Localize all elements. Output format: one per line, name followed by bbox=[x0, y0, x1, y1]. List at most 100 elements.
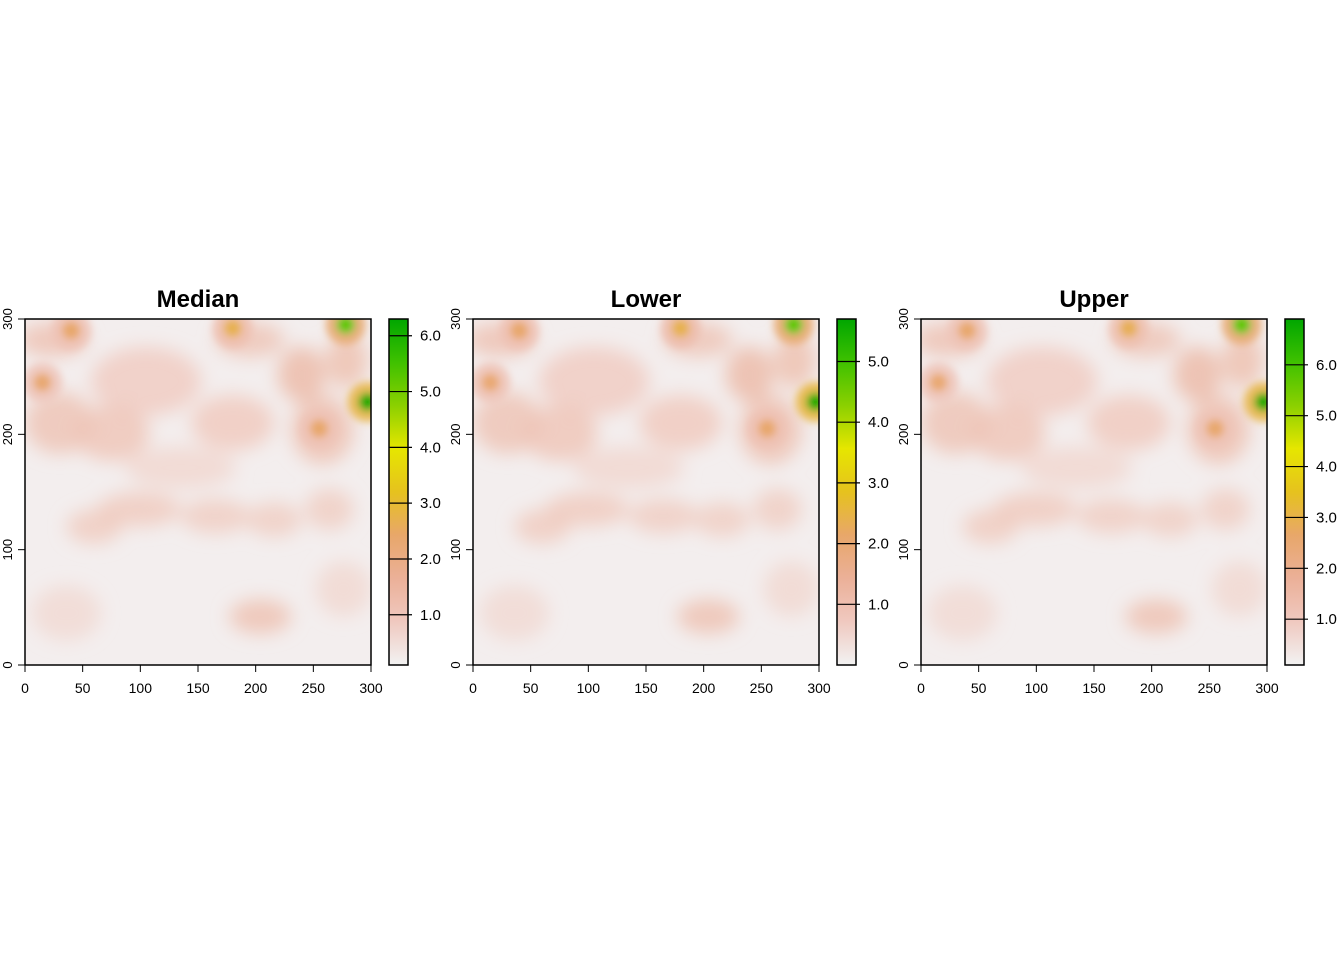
x-tick-label: 100 bbox=[577, 680, 601, 696]
colorbar-tick-label: 4.0 bbox=[868, 414, 889, 431]
colorbar-tick-label: 3.0 bbox=[1316, 509, 1337, 526]
raster-cell bbox=[986, 346, 1098, 416]
raster-cell bbox=[763, 561, 819, 617]
x-tick-label: 200 bbox=[244, 680, 268, 696]
hotspot bbox=[33, 373, 52, 392]
colorbar-tick-label: 2.0 bbox=[420, 551, 441, 568]
colorbar-tick-label: 3.0 bbox=[420, 495, 441, 512]
raster-cell bbox=[97, 492, 181, 527]
raster-cell bbox=[246, 502, 302, 537]
x-tick-label: 50 bbox=[971, 680, 987, 696]
panel-median: Median 0 50 100 150 200 250 300 0 100 200 300 1.0 2.… bbox=[0, 286, 441, 696]
hotspot bbox=[958, 321, 977, 340]
raster-cell bbox=[1201, 488, 1250, 531]
raster-image bbox=[473, 319, 819, 665]
hotspot bbox=[671, 319, 690, 338]
raster-cell bbox=[677, 599, 740, 634]
y-tick-label: 0 bbox=[448, 661, 463, 668]
raster-cell bbox=[479, 585, 550, 641]
colorbar-tick-label: 1.0 bbox=[1316, 611, 1337, 628]
raster-cell bbox=[191, 395, 275, 451]
y-tick-label: 100 bbox=[0, 539, 15, 561]
raster-cell bbox=[1076, 498, 1146, 534]
colorbar-tick-label: 6.0 bbox=[420, 328, 441, 345]
hotspot bbox=[758, 419, 777, 438]
y-tick-label: 200 bbox=[0, 423, 15, 445]
raster-cell bbox=[753, 488, 802, 531]
x-tick-label: 100 bbox=[1025, 680, 1049, 696]
raster-cell bbox=[315, 561, 371, 617]
raster-cell bbox=[545, 492, 629, 527]
raster-cell bbox=[725, 346, 775, 403]
x-tick-label: 150 bbox=[1082, 680, 1106, 696]
x-tick-label: 250 bbox=[1198, 680, 1222, 696]
panel-title: Lower bbox=[611, 286, 682, 313]
colorbar-tick-label: 1.0 bbox=[420, 607, 441, 624]
hotspot bbox=[223, 319, 242, 338]
raster-cell bbox=[1125, 599, 1188, 634]
x-tick-label: 250 bbox=[302, 680, 326, 696]
y-tick-label: 200 bbox=[448, 423, 463, 445]
raster-cell bbox=[73, 405, 150, 461]
y-tick-label: 300 bbox=[0, 308, 15, 330]
x-tick-label: 50 bbox=[75, 680, 91, 696]
raster-cell bbox=[229, 599, 292, 634]
raster-cell bbox=[538, 346, 650, 416]
hotspot bbox=[62, 321, 81, 340]
hotspot bbox=[929, 373, 948, 392]
raster-cell bbox=[1222, 332, 1264, 389]
raster-cell bbox=[180, 498, 250, 534]
y-tick-label: 100 bbox=[896, 539, 911, 561]
raster-cell bbox=[628, 498, 698, 534]
x-tick-label: 100 bbox=[129, 680, 153, 696]
raster-image bbox=[25, 319, 371, 665]
raster-cell bbox=[514, 509, 570, 544]
raster-cell bbox=[639, 395, 723, 451]
colorbar bbox=[388, 318, 409, 666]
hotspot bbox=[1206, 419, 1225, 438]
hotspot bbox=[481, 373, 500, 392]
colorbar bbox=[1284, 318, 1305, 666]
hotspot bbox=[310, 419, 329, 438]
raster-cell bbox=[694, 502, 750, 537]
colorbar-tick-label: 4.0 bbox=[420, 439, 441, 456]
x-tick-label: 300 bbox=[807, 680, 831, 696]
raster-cell bbox=[993, 492, 1077, 527]
x-tick-label: 300 bbox=[1255, 680, 1279, 696]
raster-cell bbox=[1142, 502, 1198, 537]
raster-cell bbox=[90, 346, 202, 416]
hotspot bbox=[806, 393, 819, 412]
colorbar-tick-label: 5.0 bbox=[1316, 408, 1337, 425]
raster-cell bbox=[31, 585, 102, 641]
x-tick-label: 0 bbox=[21, 680, 29, 696]
y-tick-label: 300 bbox=[448, 308, 463, 330]
colorbar-tick-label: 1.0 bbox=[868, 596, 889, 613]
colorbar-tick-label: 5.0 bbox=[420, 384, 441, 401]
hotspot bbox=[1254, 393, 1267, 412]
raster-image bbox=[921, 319, 1267, 665]
raster-cell bbox=[305, 488, 354, 531]
colorbar-tick-label: 2.0 bbox=[868, 536, 889, 553]
raster-cell bbox=[969, 405, 1046, 461]
raster-cell bbox=[277, 346, 327, 403]
raster-cell bbox=[774, 332, 816, 389]
y-tick-label: 100 bbox=[448, 539, 463, 561]
x-tick-label: 50 bbox=[523, 680, 539, 696]
x-tick-label: 300 bbox=[359, 680, 383, 696]
panel-title: Median bbox=[157, 286, 240, 313]
x-tick-label: 150 bbox=[186, 680, 210, 696]
x-tick-label: 0 bbox=[469, 680, 477, 696]
panel-lower: Lower 0 50 100 150 200 250 300 0 100 200 300 1.0 2.0… bbox=[448, 286, 889, 696]
raster-cell bbox=[573, 447, 685, 489]
raster-cell bbox=[66, 509, 122, 544]
y-tick-label: 300 bbox=[896, 308, 911, 330]
y-tick-label: 200 bbox=[896, 423, 911, 445]
colorbar-tick-label: 5.0 bbox=[868, 353, 889, 370]
hotspot bbox=[784, 319, 803, 334]
raster-cell bbox=[927, 585, 998, 641]
colorbar-tick-label: 4.0 bbox=[1316, 459, 1337, 476]
raster-cell bbox=[521, 405, 598, 461]
colorbar-tick-label: 6.0 bbox=[1316, 357, 1337, 374]
y-tick-label: 0 bbox=[896, 661, 911, 668]
